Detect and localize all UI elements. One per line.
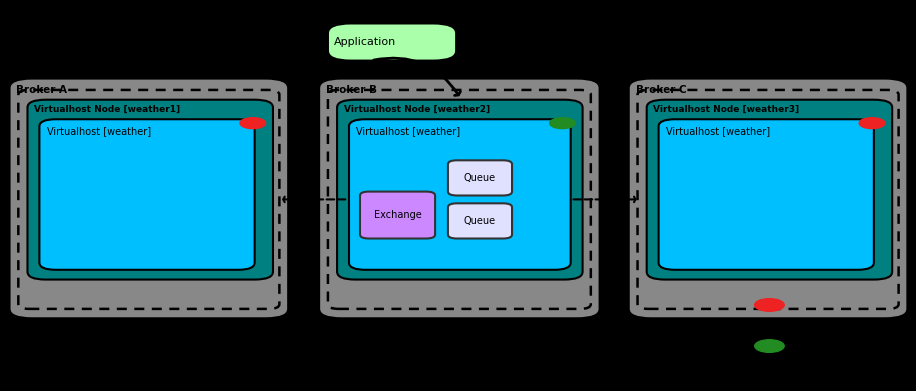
Text: Virtualhost [weather]: Virtualhost [weather]	[356, 126, 461, 136]
FancyBboxPatch shape	[448, 203, 512, 239]
FancyBboxPatch shape	[9, 78, 289, 319]
Text: Application: Application	[334, 37, 397, 47]
Text: Exchange: Exchange	[374, 210, 421, 220]
Circle shape	[550, 118, 575, 129]
Text: Broker C: Broker C	[636, 85, 686, 95]
FancyBboxPatch shape	[647, 100, 892, 280]
Text: Broker B: Broker B	[326, 85, 377, 95]
Text: Virtualhost [weather]: Virtualhost [weather]	[666, 126, 770, 136]
Text: Queue: Queue	[463, 216, 496, 226]
FancyBboxPatch shape	[659, 119, 874, 270]
Text: Virtualhost Node [weather2]: Virtualhost Node [weather2]	[344, 104, 490, 113]
FancyBboxPatch shape	[27, 100, 273, 280]
FancyBboxPatch shape	[319, 78, 600, 319]
FancyBboxPatch shape	[448, 160, 512, 196]
Text: Broker A: Broker A	[16, 85, 68, 95]
FancyBboxPatch shape	[349, 119, 571, 270]
Text: Queue: Queue	[463, 173, 496, 183]
FancyBboxPatch shape	[628, 78, 908, 319]
Text: Virtualhost Node [weather1]: Virtualhost Node [weather1]	[34, 104, 180, 113]
FancyBboxPatch shape	[39, 119, 255, 270]
FancyBboxPatch shape	[360, 192, 435, 239]
Circle shape	[755, 299, 784, 311]
Circle shape	[859, 118, 885, 129]
FancyBboxPatch shape	[328, 23, 456, 61]
Circle shape	[755, 340, 784, 352]
FancyBboxPatch shape	[337, 100, 583, 280]
Text: Virtualhost [weather]: Virtualhost [weather]	[47, 126, 151, 136]
Circle shape	[240, 118, 266, 129]
Text: Virtualhost Node [weather3]: Virtualhost Node [weather3]	[653, 104, 800, 113]
